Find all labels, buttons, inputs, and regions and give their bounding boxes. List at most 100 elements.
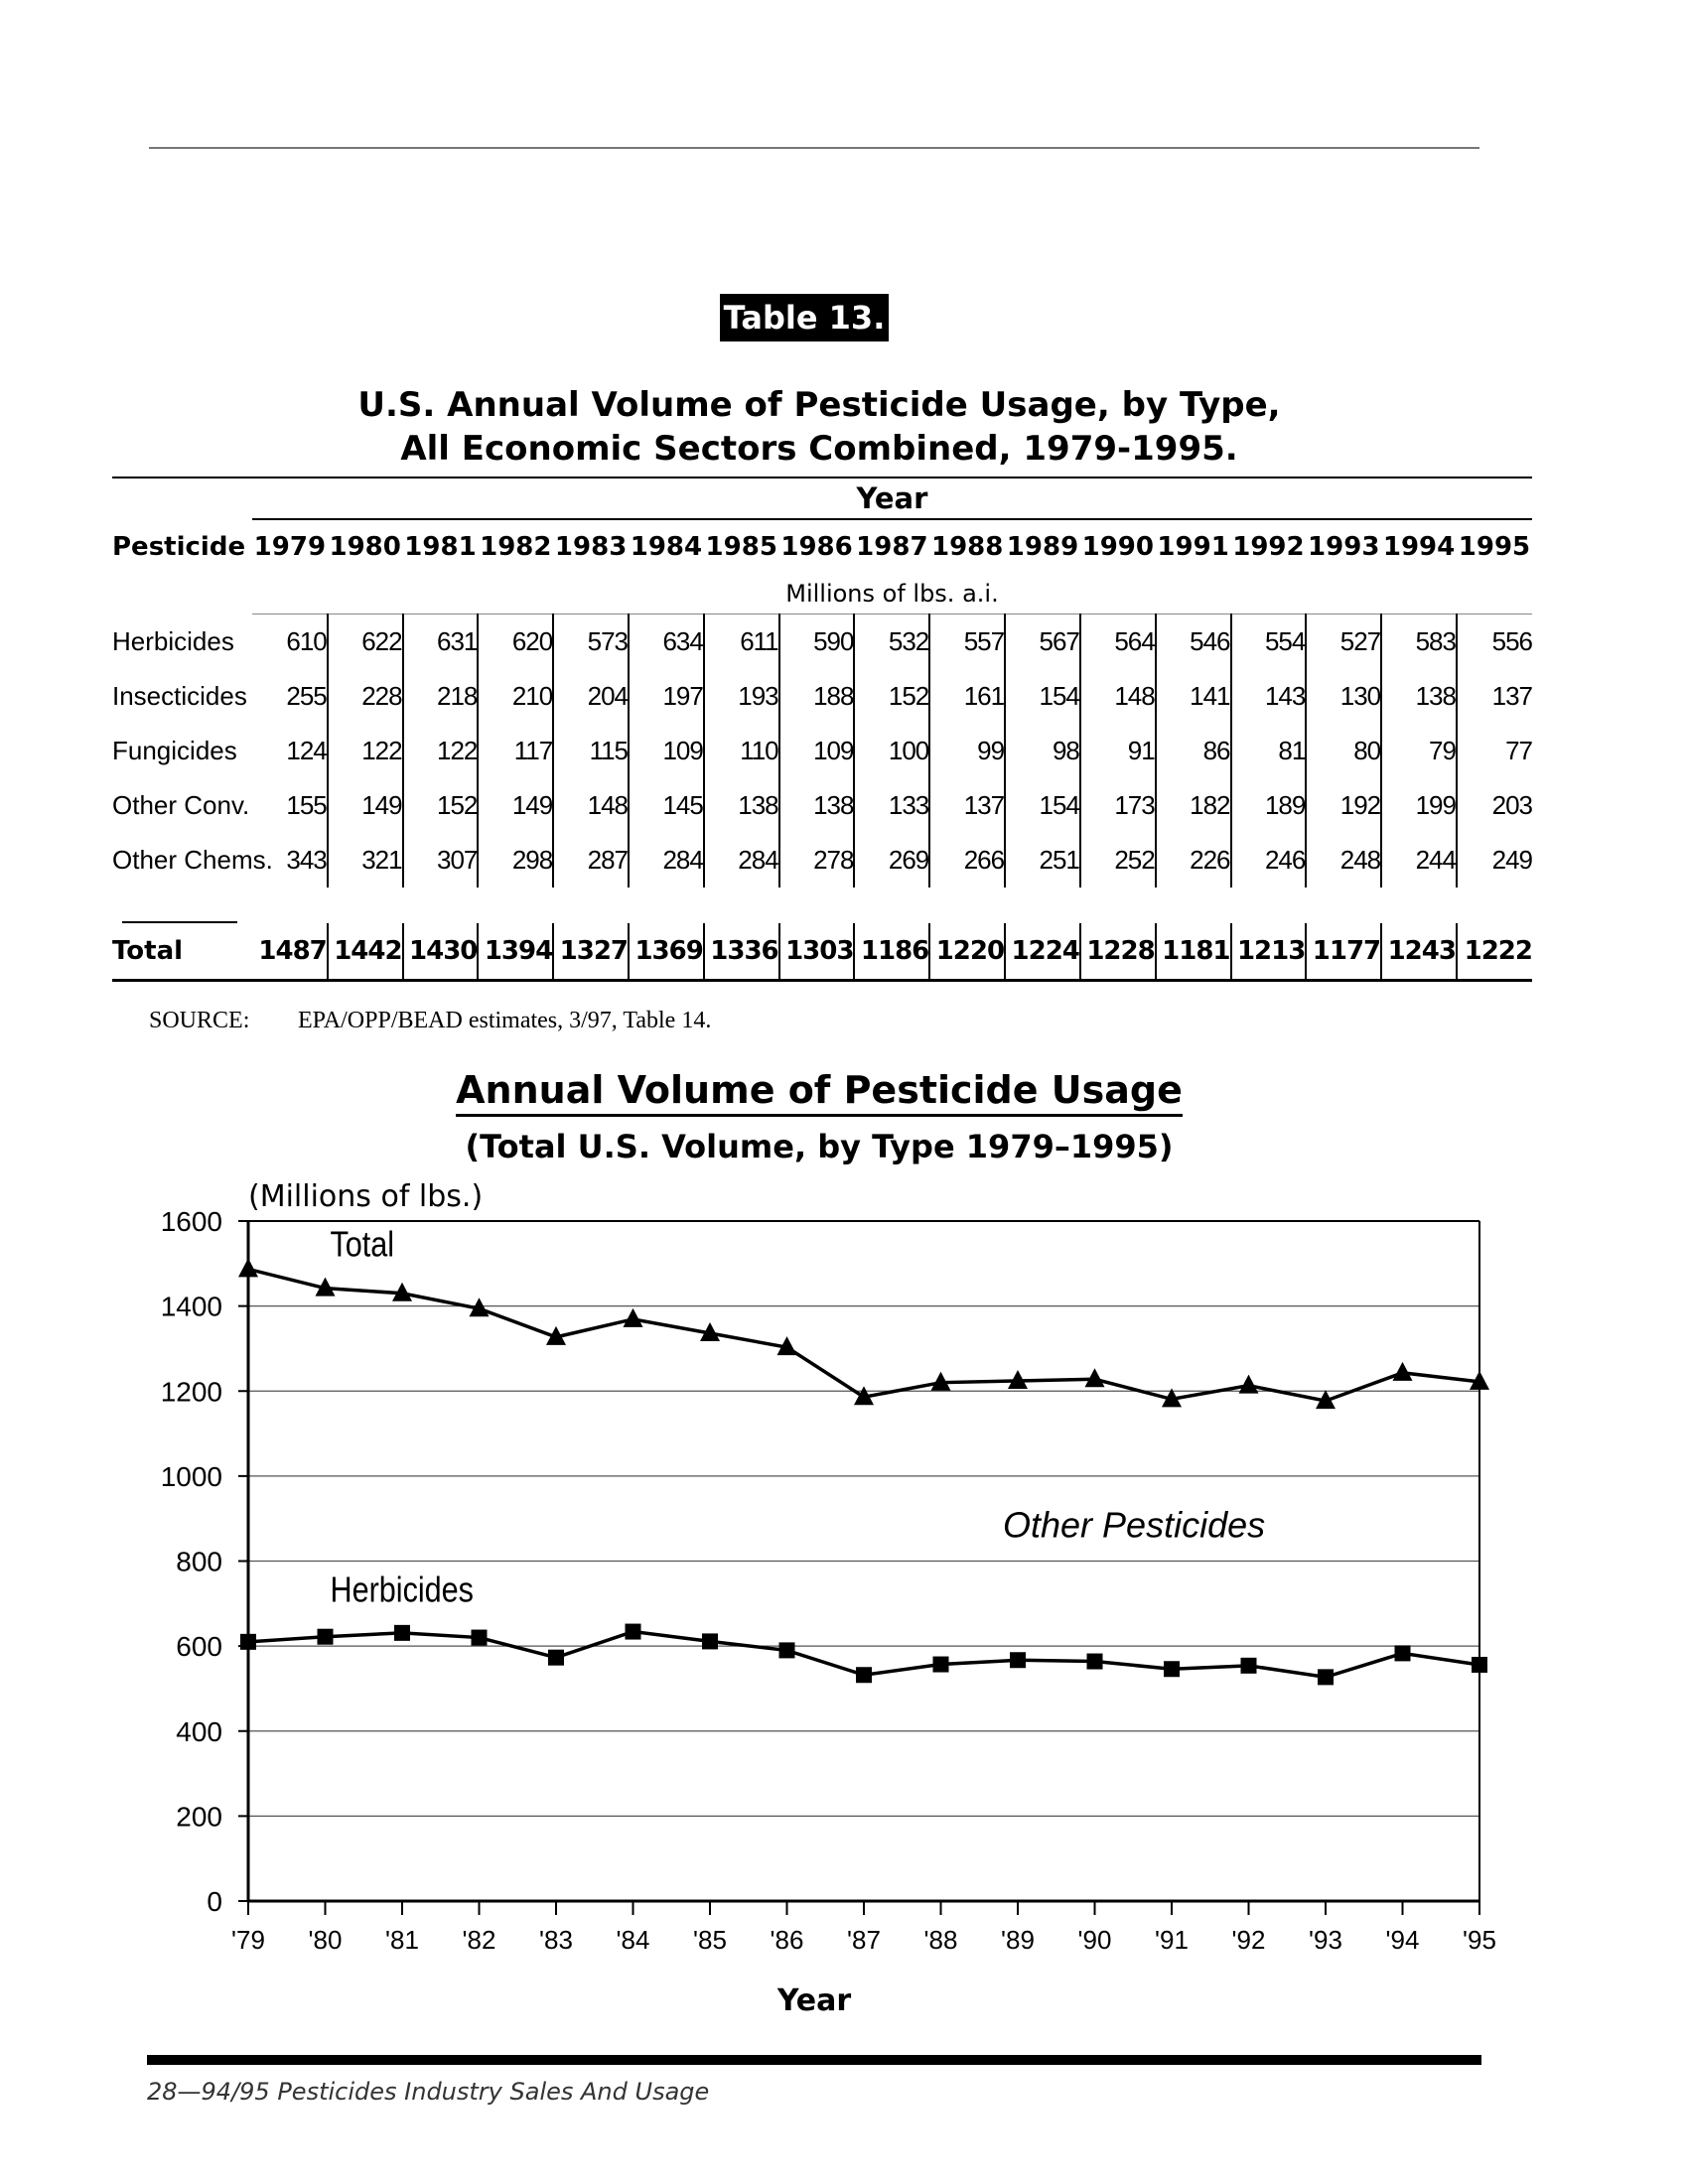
total-cell: 1369 xyxy=(628,923,704,981)
table-cell: 81 xyxy=(1229,724,1307,778)
series-label: Total xyxy=(331,1225,395,1265)
table-cell: 251 xyxy=(1004,833,1080,887)
year-header: 1993 xyxy=(1308,532,1380,562)
data-point-triangle xyxy=(469,1297,490,1317)
data-point-square xyxy=(1394,1645,1411,1662)
data-point-square xyxy=(240,1633,256,1650)
table-cell: 86 xyxy=(1154,724,1231,778)
table-cell: 149 xyxy=(326,778,403,833)
total-separator-cell xyxy=(112,887,252,923)
table-cell: 620 xyxy=(477,614,554,669)
table-cell: 138 xyxy=(702,778,779,833)
total-cell: 1394 xyxy=(477,923,554,981)
data-point-square xyxy=(1318,1669,1334,1686)
chart-title: Annual Volume of Pesticide Usage xyxy=(0,1068,1638,1117)
table-cell: 246 xyxy=(1229,833,1307,887)
row-label: Other Conv. xyxy=(112,790,250,820)
table-cell: 249 xyxy=(1455,833,1533,887)
data-point-triangle xyxy=(1084,1368,1105,1388)
x-tick-label: '92 xyxy=(1232,1925,1266,1955)
table-cell: 145 xyxy=(628,778,704,833)
table-cell: 269 xyxy=(853,833,930,887)
table-cell: 155 xyxy=(286,790,327,820)
gap-cell xyxy=(704,887,779,923)
table-cell: 173 xyxy=(1078,778,1156,833)
units-spacer xyxy=(112,574,252,614)
y-tick-label: 1200 xyxy=(161,1376,222,1407)
table-cell: 99 xyxy=(928,724,1006,778)
year-header: 1989 xyxy=(1006,532,1079,562)
table-cell: 137 xyxy=(928,778,1006,833)
table-cell: 138 xyxy=(777,778,855,833)
table-cell: 197 xyxy=(628,669,704,724)
x-tick-label: '88 xyxy=(924,1925,958,1955)
data-point-square xyxy=(702,1633,718,1650)
table-cell: 148 xyxy=(552,778,630,833)
table-cell: 115 xyxy=(552,724,630,778)
total-cell: 1336 xyxy=(702,923,779,981)
table-cell: 137 xyxy=(1455,669,1533,724)
year-header: 1986 xyxy=(780,532,853,562)
data-point-square xyxy=(1086,1653,1103,1670)
y-tick-label: 400 xyxy=(176,1716,222,1747)
total-cell: 1327 xyxy=(552,923,630,981)
table-cell: 182 xyxy=(1154,778,1231,833)
table-cell: 546 xyxy=(1154,614,1231,669)
x-tick-label: '91 xyxy=(1155,1925,1189,1955)
y-tick-label: 1000 xyxy=(161,1461,222,1492)
gap-cell xyxy=(1306,887,1381,923)
table-cell: 557 xyxy=(928,614,1006,669)
year-header: 1987 xyxy=(856,532,928,562)
total-cell: 1303 xyxy=(777,923,855,981)
table-cell: 80 xyxy=(1305,724,1382,778)
pesticide-header: Pesticide xyxy=(112,532,246,562)
gap-cell xyxy=(779,887,855,923)
table-label: Table 13. xyxy=(720,294,889,341)
gap-cell xyxy=(478,887,553,923)
table-row: Insecticides 255 228 218 210 204 197 193 188 152 1… xyxy=(112,669,1533,724)
total-cell: 1442 xyxy=(326,923,403,981)
data-point-triangle xyxy=(1162,1388,1182,1408)
table-cell: 573 xyxy=(552,614,630,669)
table-cell: 188 xyxy=(777,669,855,724)
units-row: Millions of lbs. a.i. xyxy=(112,574,1532,614)
pesticide-usage-table: Year Pesticide 1979 1980 1981 1982 1983 1984 198… xyxy=(112,477,1533,982)
table-cell: 255 xyxy=(286,681,327,711)
year-header: 1979 xyxy=(253,532,327,562)
table-cell: 141 xyxy=(1154,669,1231,724)
table-cell: 210 xyxy=(477,669,554,724)
table-cell: 244 xyxy=(1380,833,1457,887)
data-point-triangle xyxy=(238,1258,258,1278)
gap-cell xyxy=(929,887,1005,923)
table-cell: 564 xyxy=(1078,614,1156,669)
gap-cell xyxy=(1457,887,1532,923)
table-cell: 287 xyxy=(552,833,630,887)
table-cell: 298 xyxy=(477,833,554,887)
y-tick-label: 800 xyxy=(176,1547,222,1577)
gap-cell xyxy=(1005,887,1080,923)
page-footer: 28—94/95 Pesticides Industry Sales And U… xyxy=(147,2078,710,2106)
year-header: 1982 xyxy=(480,532,552,562)
data-point-square xyxy=(778,1642,795,1659)
table-cell: 130 xyxy=(1305,669,1382,724)
x-tick-label: '82 xyxy=(463,1925,496,1955)
data-point-triangle xyxy=(1316,1390,1336,1410)
top-rule xyxy=(149,147,1479,149)
data-point-triangle xyxy=(1470,1370,1489,1390)
table-cell: 148 xyxy=(1078,669,1156,724)
table-cell: 321 xyxy=(326,833,403,887)
x-axis-label: Year xyxy=(776,1983,852,2018)
y-tick-label: 600 xyxy=(176,1631,222,1662)
table-cell: 590 xyxy=(777,614,855,669)
data-point-square xyxy=(1472,1656,1487,1673)
year-header: 1984 xyxy=(630,532,703,562)
table-title-line-2: All Economic Sectors Combined, 1979-1995… xyxy=(400,429,1238,469)
table-cell: 284 xyxy=(702,833,779,887)
year-heading-cell: Year xyxy=(251,478,1532,520)
table-row: Other Conv. 155 149 152 149 148 145 138 138 133 13… xyxy=(112,778,1533,833)
data-point-square xyxy=(471,1629,488,1646)
table-cell: 143 xyxy=(1229,669,1307,724)
table-cell: 122 xyxy=(401,724,479,778)
table-cell: 91 xyxy=(1078,724,1156,778)
usage-line-chart: 0 200 400 600 800 1000 1200 1400 1600 '79 '80 '81 '8… xyxy=(161,1179,1496,2018)
